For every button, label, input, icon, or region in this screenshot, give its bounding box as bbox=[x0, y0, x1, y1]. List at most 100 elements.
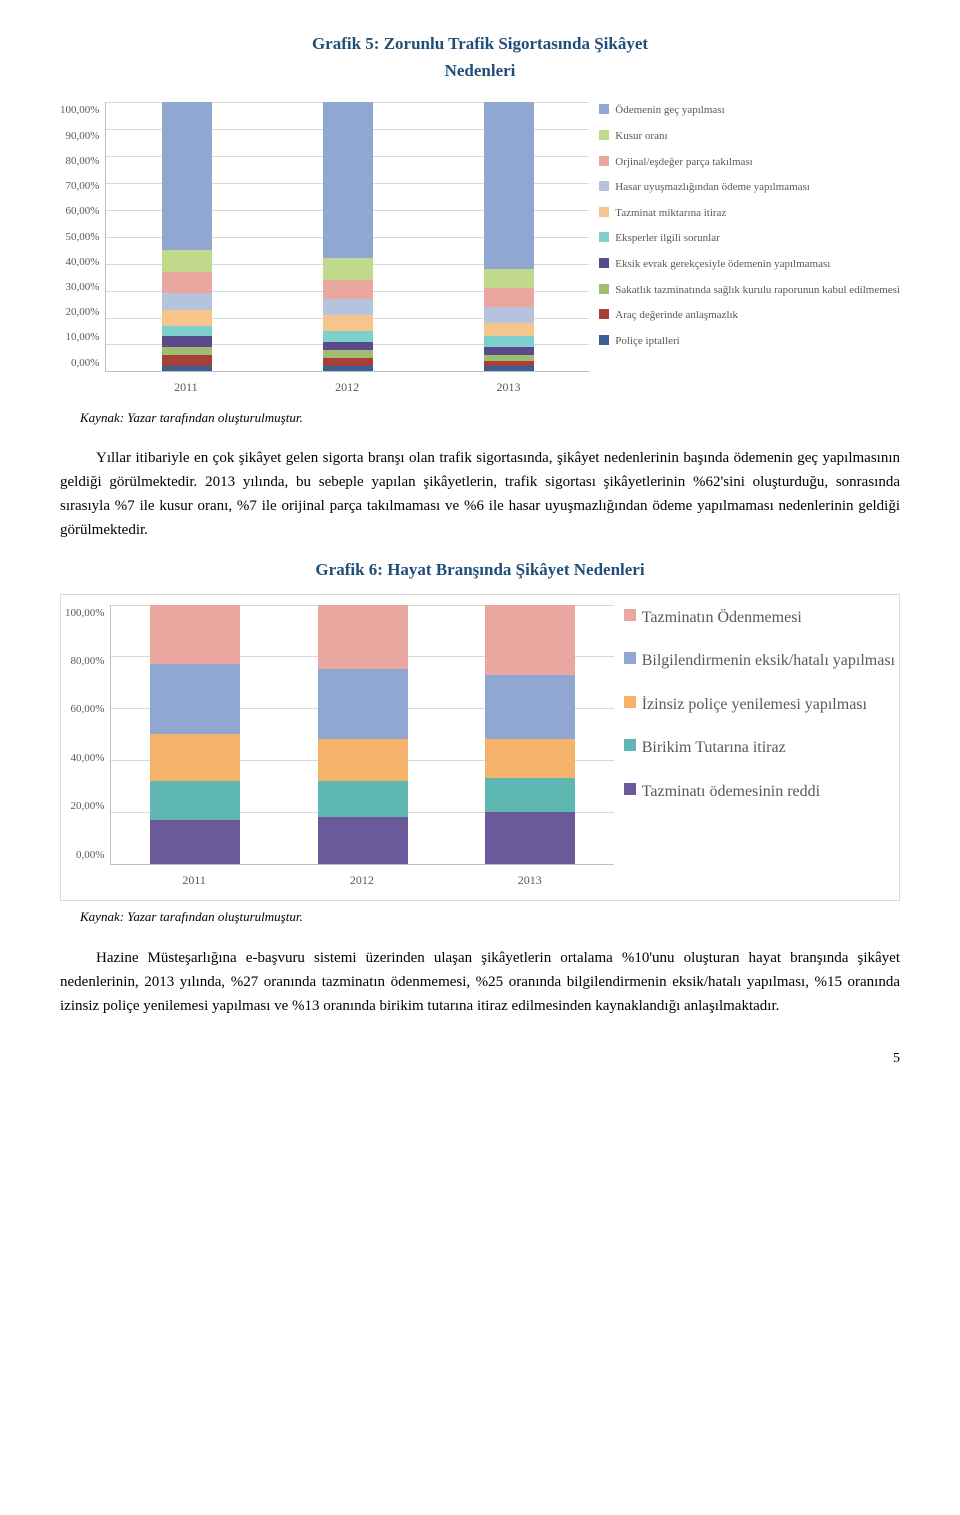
y-tick-label: 60,00% bbox=[66, 203, 100, 221]
legend-label: Kusur oranı bbox=[615, 128, 667, 146]
legend-swatch bbox=[599, 258, 609, 268]
bar-2012 bbox=[323, 102, 373, 371]
bar-segment bbox=[323, 350, 373, 358]
y-tick-label: 0,00% bbox=[76, 847, 104, 865]
legend-swatch bbox=[599, 181, 609, 191]
bar-segment bbox=[323, 342, 373, 350]
chart6-plot-area bbox=[110, 605, 613, 865]
legend-label: Araç değerinde anlaşmazlık bbox=[615, 307, 738, 325]
bar-segment bbox=[323, 358, 373, 366]
legend-label: Poliçe iptalleri bbox=[615, 333, 679, 351]
bar-segment bbox=[162, 102, 212, 250]
bar-2011 bbox=[162, 102, 212, 371]
chart5-bars bbox=[106, 102, 589, 371]
legend-label: Birikim Tutarına itiraz bbox=[642, 735, 786, 761]
legend-swatch bbox=[624, 609, 636, 621]
legend-item: Bilgilendirmenin eksik/hatalı yapılması bbox=[624, 648, 895, 674]
x-tick-label: 2013 bbox=[518, 871, 542, 890]
legend-swatch bbox=[599, 104, 609, 114]
bar-segment bbox=[484, 336, 534, 347]
chart5-title-line1: Grafik 5: Zorunlu Trafik Sigortasında Şi… bbox=[60, 30, 900, 57]
legend-label: Eksperler ilgili sorunlar bbox=[615, 230, 719, 248]
legend-label: Eksik evrak gerekçesiyle ödemenin yapılm… bbox=[615, 256, 830, 274]
legend-label: İzinsiz poliçe yenilemesi yapılması bbox=[642, 692, 867, 718]
bar-segment bbox=[323, 331, 373, 342]
bar-segment bbox=[323, 299, 373, 315]
x-tick-label: 2011 bbox=[174, 378, 198, 397]
legend-swatch bbox=[599, 232, 609, 242]
bar-segment bbox=[485, 605, 575, 675]
chart6-y-axis: 100,00%80,00%60,00%40,00%20,00%0,00% bbox=[65, 605, 110, 865]
bar-segment bbox=[162, 326, 212, 337]
chart6-bars bbox=[111, 605, 613, 864]
chart6-source: Kaynak: Yazar tarafından oluşturulmuştur… bbox=[80, 907, 900, 928]
bar-segment bbox=[323, 366, 373, 371]
legend-item: Ödemenin geç yapılması bbox=[599, 102, 900, 120]
y-tick-label: 70,00% bbox=[66, 178, 100, 196]
bar-segment bbox=[150, 820, 240, 864]
bar-segment bbox=[484, 323, 534, 336]
bar-2013 bbox=[485, 605, 575, 864]
legend-item: Birikim Tutarına itiraz bbox=[624, 735, 895, 761]
chart5-y-axis: 100,00%90,00%80,00%70,00%60,00%50,00%40,… bbox=[60, 102, 105, 372]
y-tick-label: 50,00% bbox=[66, 229, 100, 247]
bar-segment bbox=[318, 817, 408, 864]
x-tick-label: 2012 bbox=[335, 378, 359, 397]
legend-label: Bilgilendirmenin eksik/hatalı yapılması bbox=[642, 648, 895, 674]
bar-segment bbox=[162, 250, 212, 272]
legend-item: Tazminat miktarına itiraz bbox=[599, 205, 900, 223]
bar-segment bbox=[150, 781, 240, 820]
bar-segment bbox=[162, 355, 212, 366]
y-tick-label: 10,00% bbox=[66, 329, 100, 347]
legend-item: Sakatlık tazminatında sağlık kurulu rapo… bbox=[599, 282, 900, 300]
bar-segment bbox=[323, 102, 373, 258]
legend-swatch bbox=[599, 130, 609, 140]
chart5-legend: Ödemenin geç yapılması Kusur oranı Orjinal… bbox=[589, 102, 900, 397]
chart5-title: Grafik 5: Zorunlu Trafik Sigortasında Şi… bbox=[60, 30, 900, 84]
y-tick-label: 90,00% bbox=[66, 128, 100, 146]
bar-segment bbox=[162, 347, 212, 355]
legend-swatch bbox=[624, 783, 636, 795]
legend-swatch bbox=[599, 335, 609, 345]
chart5-x-axis: 201120122013 bbox=[105, 378, 589, 397]
bar-segment bbox=[484, 366, 534, 371]
bar-segment bbox=[323, 280, 373, 299]
legend-label: Orjinal/eşdeğer parça takılması bbox=[615, 154, 752, 172]
legend-label: Sakatlık tazminatında sağlık kurulu rapo… bbox=[615, 282, 900, 300]
bar-2011 bbox=[150, 605, 240, 864]
paragraph-1: Yıllar itibariyle en çok şikâyet gelen s… bbox=[60, 446, 900, 542]
bar-segment bbox=[162, 272, 212, 294]
legend-item: Orjinal/eşdeğer parça takılması bbox=[599, 154, 900, 172]
y-tick-label: 80,00% bbox=[71, 653, 105, 671]
bar-segment bbox=[150, 605, 240, 665]
y-tick-label: 40,00% bbox=[71, 750, 105, 768]
legend-label: Tazminat miktarına itiraz bbox=[615, 205, 726, 223]
legend-item: Eksperler ilgili sorunlar bbox=[599, 230, 900, 248]
bar-segment bbox=[318, 739, 408, 780]
legend-swatch bbox=[599, 207, 609, 217]
y-tick-label: 20,00% bbox=[66, 304, 100, 322]
bar-segment bbox=[484, 288, 534, 307]
y-tick-label: 20,00% bbox=[71, 798, 105, 816]
legend-item: İzinsiz poliçe yenilemesi yapılması bbox=[624, 692, 895, 718]
chart6-x-axis: 201120122013 bbox=[110, 871, 613, 890]
bar-segment bbox=[485, 778, 575, 812]
bar-segment bbox=[485, 739, 575, 778]
y-tick-label: 60,00% bbox=[71, 701, 105, 719]
legend-label: Tazminatı ödemesinin reddi bbox=[642, 779, 820, 805]
legend-label: Tazminatın Ödenmemesi bbox=[642, 605, 802, 631]
bar-segment bbox=[323, 258, 373, 280]
bar-segment bbox=[150, 664, 240, 734]
legend-item: Tazminatın Ödenmemesi bbox=[624, 605, 895, 631]
chart5-title-line2: Nedenleri bbox=[60, 57, 900, 84]
chart5: 100,00%90,00%80,00%70,00%60,00%50,00%40,… bbox=[60, 94, 900, 401]
bar-segment bbox=[484, 269, 534, 288]
paragraph-2: Hazine Müsteşarlığına e-başvuru sistemi … bbox=[60, 946, 900, 1018]
bar-segment bbox=[318, 781, 408, 817]
legend-label: Ödemenin geç yapılması bbox=[615, 102, 724, 120]
bar-2013 bbox=[484, 102, 534, 371]
legend-swatch bbox=[599, 284, 609, 294]
page-number: 5 bbox=[60, 1048, 900, 1070]
legend-swatch bbox=[599, 156, 609, 166]
bar-segment bbox=[318, 669, 408, 739]
